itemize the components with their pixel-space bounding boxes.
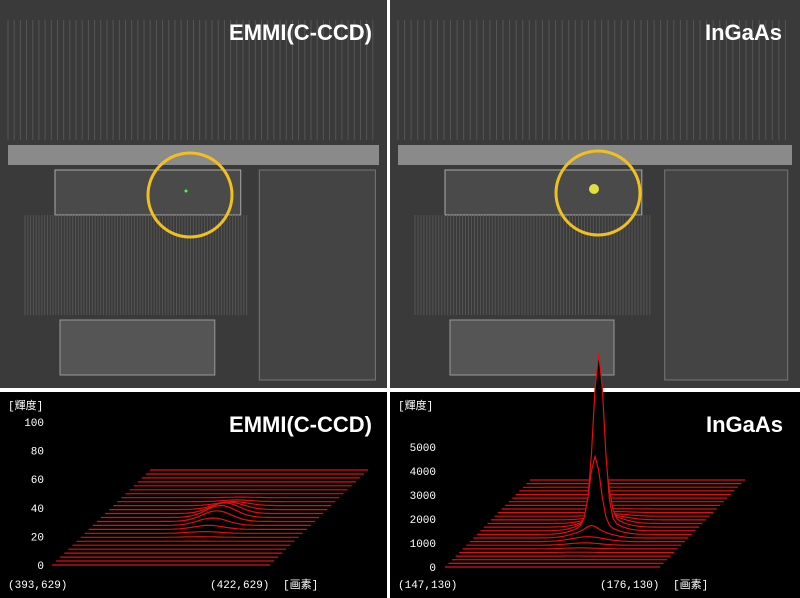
profile-line	[476, 454, 692, 536]
profile-line	[92, 517, 311, 527]
profile-line	[80, 536, 299, 538]
bus	[398, 145, 792, 165]
y-tick-label: 5000	[410, 443, 436, 455]
block	[664, 169, 789, 381]
y-tick-label: 40	[31, 504, 44, 516]
y-tick-label: 100	[24, 418, 44, 430]
block	[59, 319, 216, 376]
panel-label: InGaAs	[705, 20, 782, 45]
profile-line	[469, 536, 685, 543]
highlight-circle	[146, 151, 234, 239]
x-start-label: (393,629)	[8, 580, 67, 592]
y-tick-label: 0	[37, 561, 44, 573]
profile-line	[121, 496, 340, 499]
profile-line	[473, 524, 689, 539]
plots: [輝度] 0 20 40 60 80 100 (393,629) (422,629) [画素] EM…	[8, 353, 783, 592]
plot-left-bg	[0, 392, 387, 598]
highlight-circle	[554, 149, 642, 237]
x-unit-label: [画素]	[283, 578, 318, 592]
profile-line	[117, 499, 336, 503]
y-tick-label: 1000	[410, 539, 436, 551]
y-tick-label: 20	[31, 532, 44, 544]
emission-spot	[589, 184, 599, 194]
x-start-label: (147,130)	[398, 580, 457, 592]
profile-line	[466, 542, 682, 546]
x-unit-label: [画素]	[673, 578, 708, 592]
y-tick-label: 80	[31, 447, 44, 459]
y-tick-label: 2000	[410, 515, 436, 527]
y-tick-label: 0	[429, 563, 436, 575]
micrographs	[0, 0, 800, 388]
profile-line	[96, 510, 315, 523]
block	[258, 169, 376, 381]
profile-line	[84, 530, 303, 534]
block	[444, 169, 643, 216]
block	[54, 169, 242, 216]
x-end-label: (422,629)	[210, 580, 269, 592]
y-tick-label: 60	[31, 475, 44, 487]
emission-spot	[184, 189, 188, 193]
plot-label: InGaAs	[706, 412, 783, 437]
plot-label: EMMI(C-CCD)	[229, 412, 372, 437]
y-tick-label: 3000	[410, 491, 436, 503]
x-end-label: (176,130)	[600, 580, 659, 592]
y-axis-label: [輝度]	[398, 398, 433, 413]
block	[449, 319, 615, 376]
profile-line	[88, 524, 307, 531]
profile-line	[462, 547, 678, 550]
bus	[8, 145, 379, 165]
y-axis-label: [輝度]	[8, 398, 43, 413]
y-tick-label: 4000	[410, 467, 436, 479]
panel-label: EMMI(C-CCD)	[229, 20, 372, 45]
